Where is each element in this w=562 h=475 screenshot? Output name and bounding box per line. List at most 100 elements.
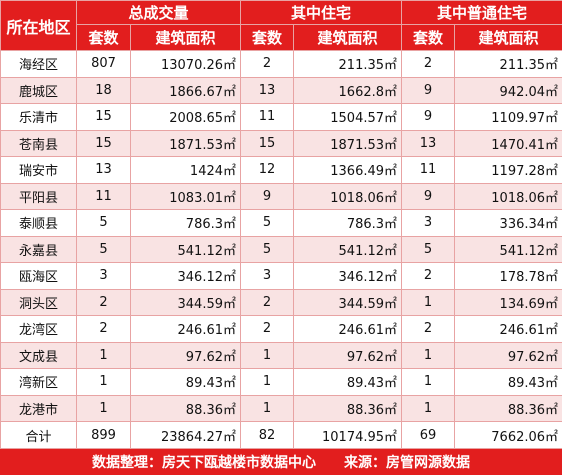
footer-source: 来源：房管网源数据 [344,452,470,472]
count-ordinary-cell: 2 [402,316,455,343]
count-all-cell: 11 [77,183,131,210]
sub-header-count: 套数 [77,25,131,51]
count-ordinary-cell: 2 [402,51,455,78]
area-all-cell: 1866.67㎡ [131,77,241,104]
count-residential-cell: 1 [241,395,294,422]
area-all-cell: 2008.65㎡ [131,104,241,131]
total-area-all: 23864.27㎡ [131,422,241,449]
area-residential-cell: 1504.57㎡ [294,104,402,131]
area-ordinary-cell: 1470.41㎡ [455,130,562,157]
sub-header-area: 建筑面积 [294,25,402,51]
area-ordinary-cell: 1018.06㎡ [455,183,562,210]
region-cell: 海经区 [1,51,77,78]
count-ordinary-cell: 1 [402,395,455,422]
area-ordinary-cell: 1197.28㎡ [455,157,562,184]
area-residential-cell: 88.36㎡ [294,395,402,422]
sub-header-area: 建筑面积 [131,25,241,51]
region-header: 所在地区 [1,1,77,51]
total-row: 合计 899 23864.27㎡ 82 10174.95㎡ 69 7662.06… [1,422,562,449]
count-residential-cell: 5 [241,210,294,237]
count-residential-cell: 2 [241,316,294,343]
sub-header-area: 建筑面积 [455,25,562,51]
count-all-cell: 18 [77,77,131,104]
count-residential-cell: 1 [241,342,294,369]
area-ordinary-cell: 246.61㎡ [455,316,562,343]
count-ordinary-cell: 13 [402,130,455,157]
count-ordinary-cell: 1 [402,342,455,369]
count-all-cell: 5 [77,236,131,263]
area-all-cell: 344.59㎡ [131,289,241,316]
area-residential-cell: 1662.8㎡ [294,77,402,104]
area-ordinary-cell: 541.12㎡ [455,236,562,263]
count-all-cell: 15 [77,130,131,157]
count-all-cell: 13 [77,157,131,184]
group-header-ordinary-residential: 其中普通住宅 [402,1,562,25]
region-cell: 瓯海区 [1,263,77,290]
area-residential-cell: 344.59㎡ [294,289,402,316]
footer-credit: 数据整理：房天下瓯越楼市数据中心 [92,452,316,472]
count-ordinary-cell: 11 [402,157,455,184]
area-residential-cell: 541.12㎡ [294,236,402,263]
region-cell: 乐清市 [1,104,77,131]
footer-banner: 数据整理：房天下瓯越楼市数据中心 来源：房管网源数据 [0,449,562,475]
area-all-cell: 541.12㎡ [131,236,241,263]
transaction-table: 所在地区 总成交量 其中住宅 其中普通住宅 套数 建筑面积 套数 建筑面积 套数… [0,0,562,449]
area-residential-cell: 346.12㎡ [294,263,402,290]
total-label: 合计 [1,422,77,449]
area-all-cell: 1083.01㎡ [131,183,241,210]
group-header-residential: 其中住宅 [241,1,402,25]
total-count-residential: 82 [241,422,294,449]
count-all-cell: 2 [77,316,131,343]
count-all-cell: 3 [77,263,131,290]
total-area-ordinary: 7662.06㎡ [455,422,562,449]
area-ordinary-cell: 1109.97㎡ [455,104,562,131]
area-ordinary-cell: 211.35㎡ [455,51,562,78]
region-cell: 文成县 [1,342,77,369]
area-ordinary-cell: 88.36㎡ [455,395,562,422]
area-all-cell: 346.12㎡ [131,263,241,290]
region-cell: 龙湾区 [1,316,77,343]
area-all-cell: 1424㎡ [131,157,241,184]
count-ordinary-cell: 9 [402,77,455,104]
region-cell: 洞头区 [1,289,77,316]
area-all-cell: 97.62㎡ [131,342,241,369]
count-ordinary-cell: 1 [402,289,455,316]
count-all-cell: 1 [77,369,131,396]
sub-header-count: 套数 [241,25,294,51]
region-cell: 永嘉县 [1,236,77,263]
count-residential-cell: 15 [241,130,294,157]
area-ordinary-cell: 134.69㎡ [455,289,562,316]
count-residential-cell: 2 [241,51,294,78]
region-cell: 泰顺县 [1,210,77,237]
area-residential-cell: 89.43㎡ [294,369,402,396]
region-cell: 瑞安市 [1,157,77,184]
count-all-cell: 1 [77,342,131,369]
count-residential-cell: 5 [241,236,294,263]
total-area-residential: 10174.95㎡ [294,422,402,449]
count-ordinary-cell: 2 [402,263,455,290]
area-ordinary-cell: 97.62㎡ [455,342,562,369]
count-residential-cell: 11 [241,104,294,131]
count-all-cell: 5 [77,210,131,237]
area-residential-cell: 1366.49㎡ [294,157,402,184]
area-residential-cell: 211.35㎡ [294,51,402,78]
count-residential-cell: 2 [241,289,294,316]
count-all-cell: 1 [77,395,131,422]
group-header-total: 总成交量 [77,1,241,25]
count-residential-cell: 1 [241,369,294,396]
area-ordinary-cell: 336.34㎡ [455,210,562,237]
area-all-cell: 13070.26㎡ [131,51,241,78]
